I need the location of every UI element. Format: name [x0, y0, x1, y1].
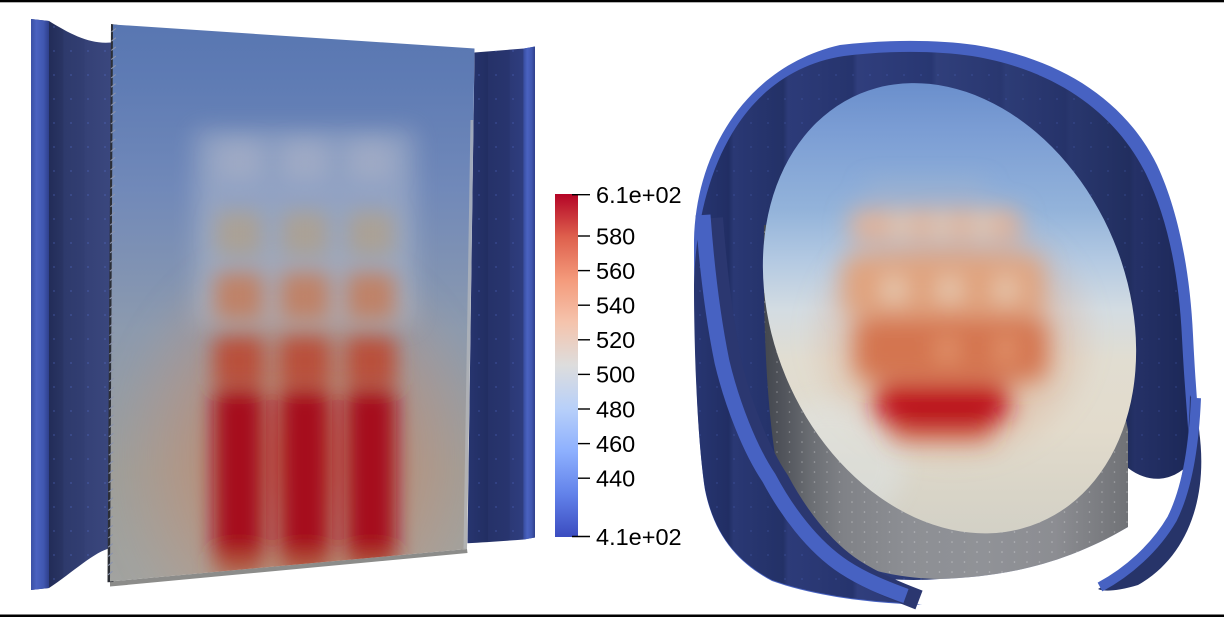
svg-text:480: 480: [596, 396, 635, 422]
svg-text:6.1e+02: 6.1e+02: [596, 182, 682, 208]
svg-text:440: 440: [596, 466, 635, 492]
svg-text:580: 580: [596, 223, 635, 249]
svg-text:4.1e+02: 4.1e+02: [596, 524, 682, 550]
svg-text:500: 500: [596, 362, 635, 388]
svg-text:460: 460: [596, 431, 635, 457]
svg-text:520: 520: [596, 327, 635, 353]
svg-text:560: 560: [596, 258, 635, 284]
svg-text:540: 540: [596, 293, 635, 319]
